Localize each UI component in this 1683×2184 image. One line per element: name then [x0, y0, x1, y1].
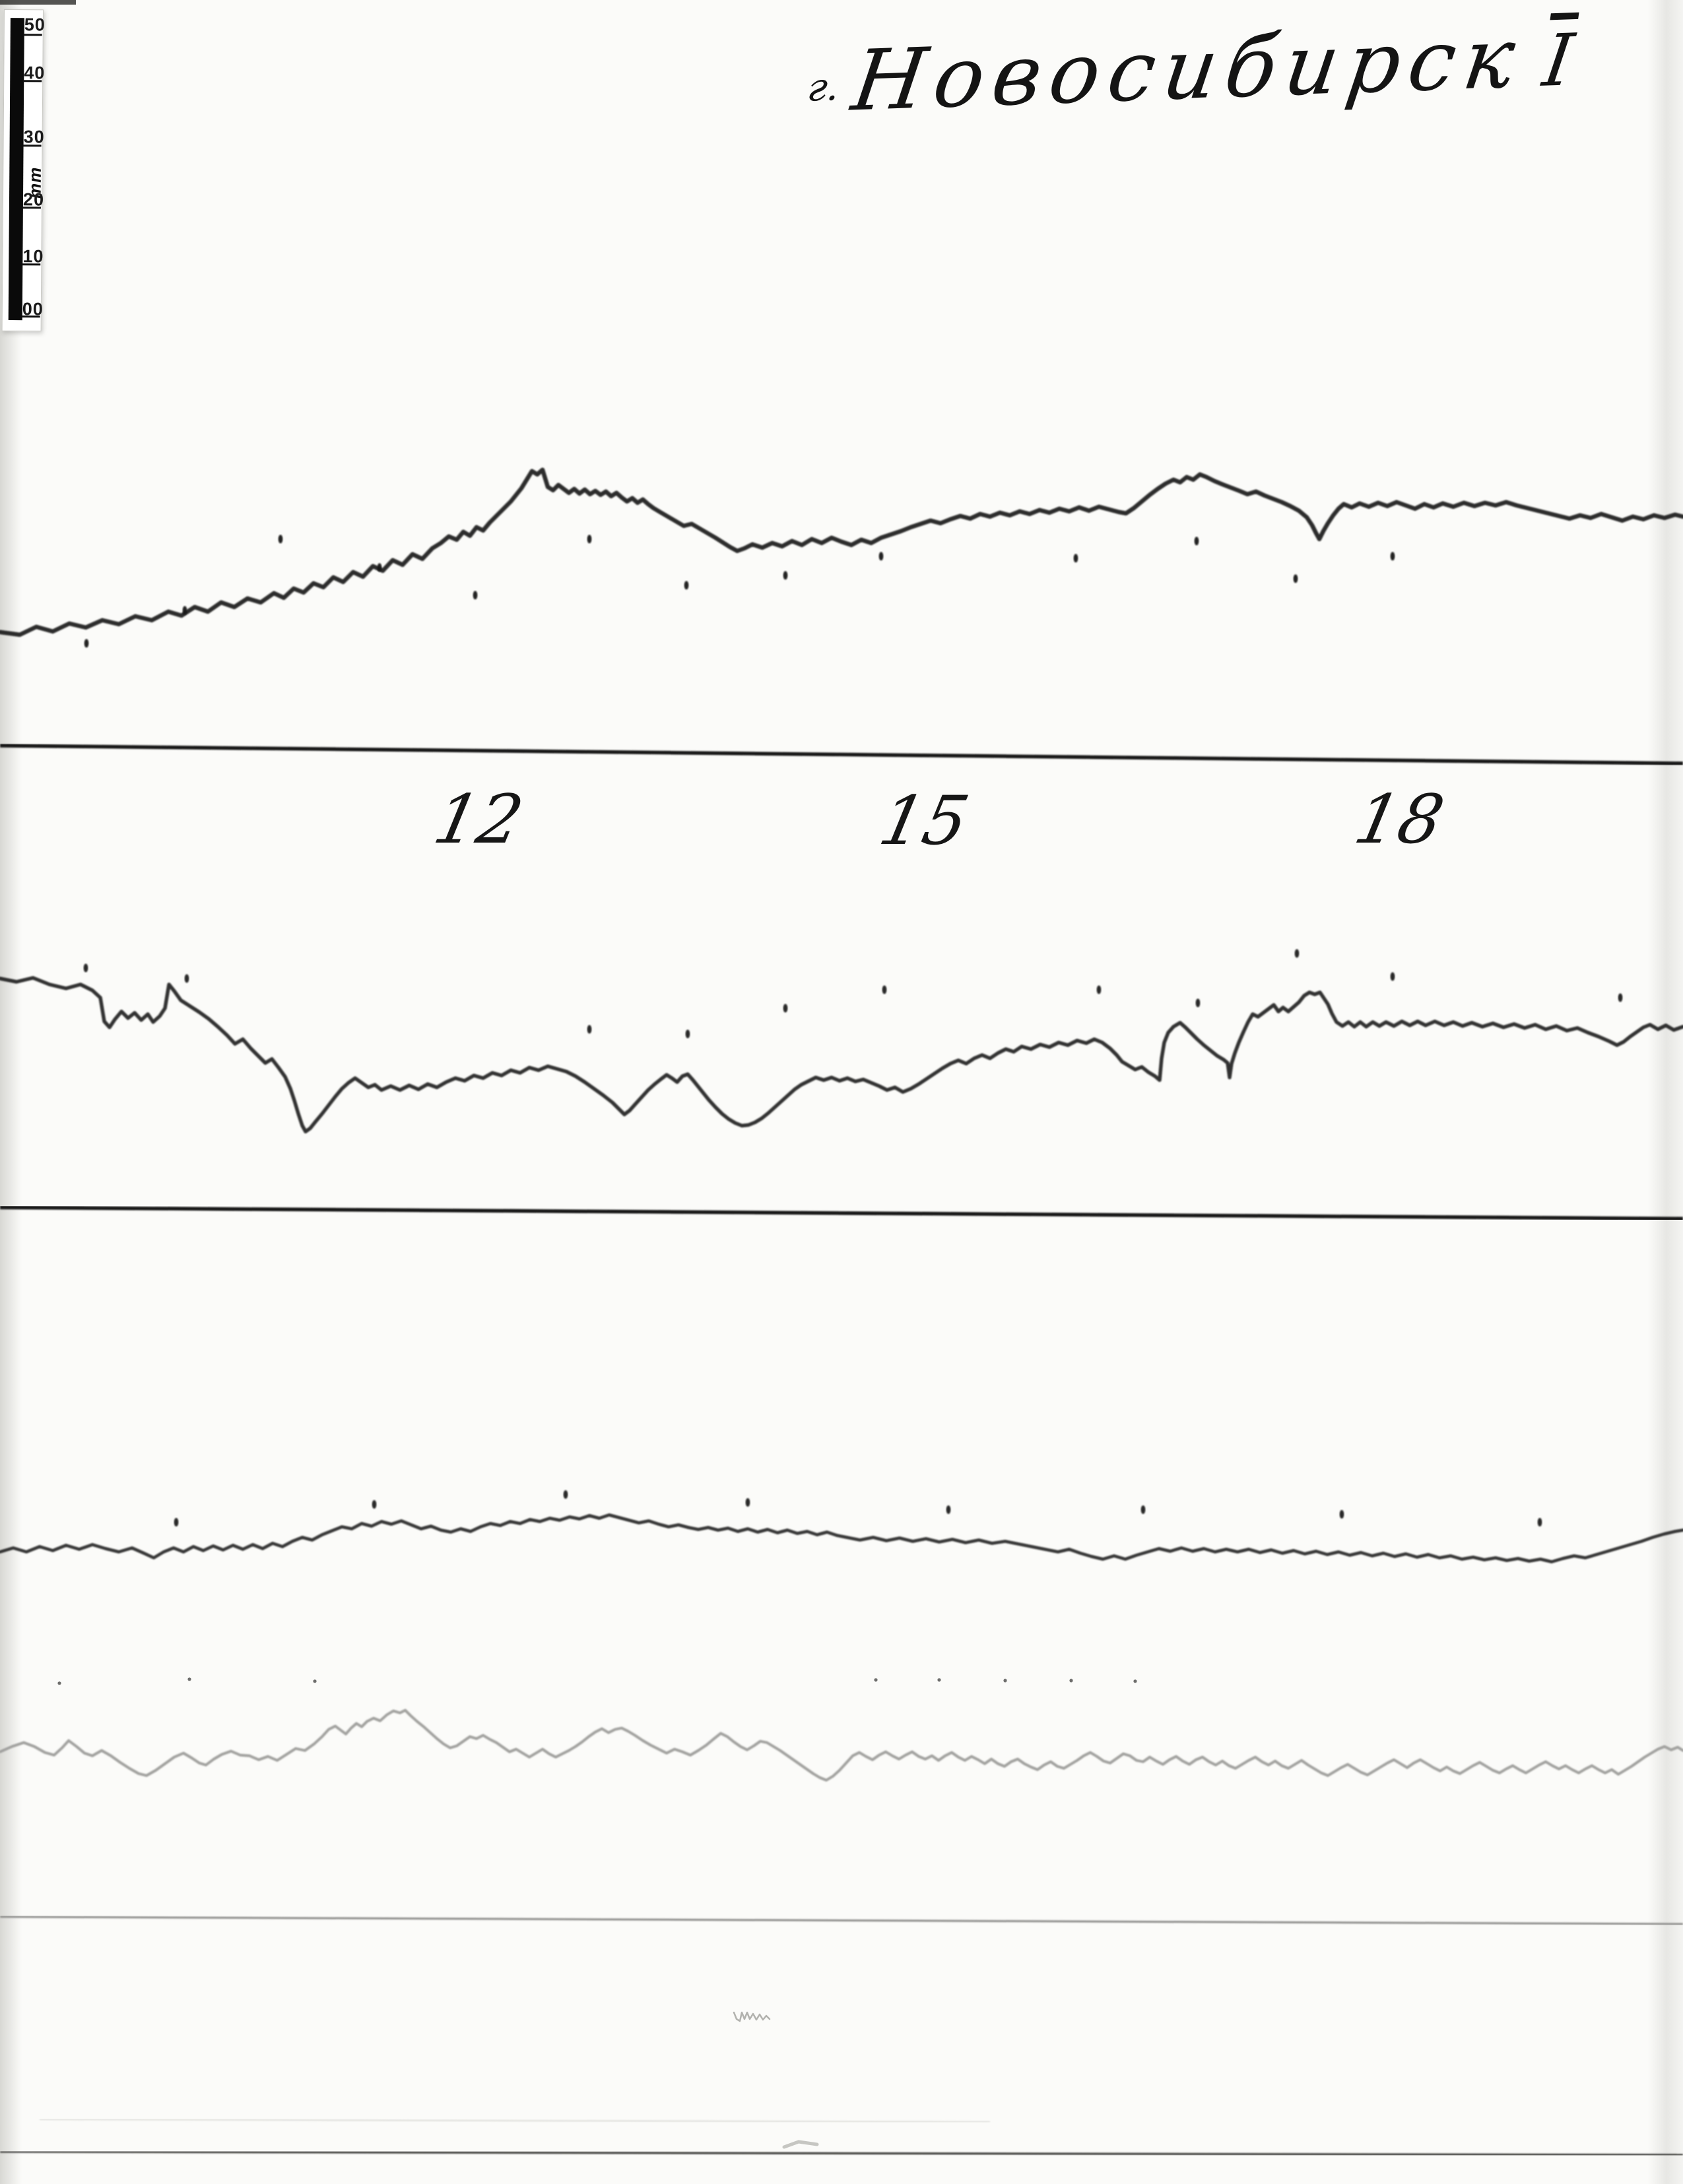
trace-1-minute-mark [1293, 574, 1298, 583]
trace-3-minute-mark [745, 1498, 750, 1507]
trace-1-minute-mark [878, 552, 884, 561]
trace-1-minute-mark [84, 639, 89, 648]
scan-artifact-top [0, 0, 76, 5]
trace-1-minute-mark [182, 606, 187, 615]
trace-2-minute-mark [685, 1029, 690, 1039]
trace-2-minute-mark [587, 1025, 592, 1034]
paper-speck [1003, 1679, 1007, 1683]
trace-1-minute-mark [377, 563, 382, 572]
trace-2-minute-mark [1618, 993, 1623, 1002]
section-divider-3 [0, 1915, 1683, 1925]
hour-label-12: 12 [427, 781, 530, 859]
trace-3-minute-mark [1339, 1510, 1344, 1519]
trace-1-minute-mark [1194, 536, 1199, 546]
trace-3 [0, 1513, 1683, 1564]
faint-pencil-scribble [733, 2011, 771, 2022]
paper-speck [1069, 1679, 1073, 1683]
ink-smudge [782, 2140, 819, 2149]
trace-2-minute-mark [184, 974, 189, 983]
paper-speck [874, 1678, 878, 1682]
paper-speck [1133, 1679, 1137, 1683]
trace-3-minute-mark [174, 1518, 179, 1527]
faint-line [39, 2119, 991, 2123]
hour-label-15: 15 [873, 782, 975, 860]
trace-1-minute-mark [684, 581, 689, 590]
trace-1 [0, 467, 1683, 637]
trace-3-minute-mark [563, 1490, 568, 1499]
trace-1-minute-mark [1073, 554, 1078, 563]
trace-2-minute-mark [1294, 949, 1300, 958]
trace-2-minute-mark [1096, 985, 1102, 994]
trace-3-minute-mark [372, 1500, 377, 1509]
paper-speck [937, 1678, 941, 1682]
trace-4 [0, 1708, 1683, 1782]
bottom-line [0, 2150, 1683, 2156]
trace-3-minute-mark [1140, 1505, 1146, 1514]
trace-2-minute-mark [1390, 972, 1395, 981]
trace-1-minute-mark [278, 534, 283, 544]
paper-speck [187, 1677, 191, 1681]
section-divider-2 [0, 1205, 1683, 1221]
trace-2-minute-mark [783, 1004, 788, 1013]
trace-1-minute-mark [783, 571, 788, 580]
paper-speck [57, 1681, 61, 1685]
trace-1-minute-mark [587, 534, 592, 544]
trace-1-minute-mark [1390, 552, 1395, 561]
hour-label-18: 18 [1348, 781, 1451, 859]
section-divider-1 [0, 744, 1683, 765]
trace-3-minute-mark [1537, 1518, 1542, 1527]
trace-3-minute-mark [946, 1505, 951, 1514]
trace-2-minute-mark [1195, 998, 1201, 1008]
paper-speck [313, 1679, 317, 1683]
trace-1-minute-mark [473, 591, 478, 600]
trace-2 [0, 976, 1683, 1134]
trace-2-minute-mark [83, 963, 88, 973]
trace-2-minute-mark [882, 985, 887, 994]
